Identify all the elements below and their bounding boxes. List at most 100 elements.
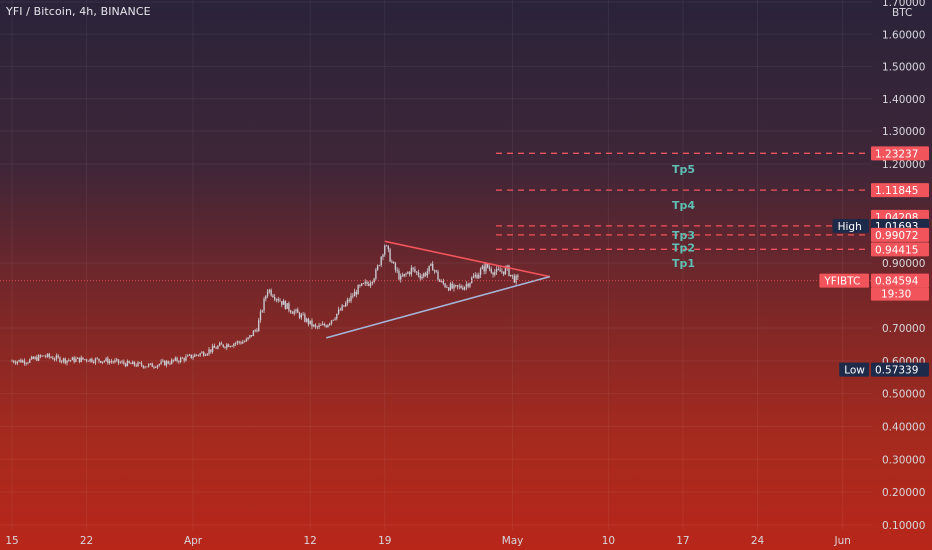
candle-body [348, 299, 350, 301]
candle-body [410, 267, 413, 275]
price-axis-label: 0.40000 [882, 422, 925, 434]
candle-body [181, 357, 184, 359]
candle-body [231, 345, 233, 347]
candle-body [87, 360, 90, 362]
price-axis-label: 0.50000 [882, 389, 925, 401]
candle-body [261, 310, 263, 312]
candle-body [329, 323, 331, 325]
price-tag-box[interactable] [871, 273, 929, 288]
candle-body [472, 276, 475, 278]
candle-body [369, 283, 372, 286]
candle-body [84, 359, 86, 361]
price-tag-prefix-box[interactable] [839, 362, 869, 377]
candle-body [492, 272, 494, 275]
candle-body [210, 349, 212, 352]
candle-body [108, 361, 111, 364]
price-axis-label: 0.70000 [882, 323, 925, 335]
price-tag-box[interactable] [871, 146, 929, 161]
candle-body [476, 274, 478, 279]
price-tag-prefix-box[interactable] [832, 218, 869, 233]
candle-body [194, 354, 196, 357]
candle-body [467, 284, 469, 287]
candle-body [375, 269, 377, 279]
candle-body [378, 265, 381, 266]
candle-body [366, 281, 368, 284]
candle-body [252, 330, 255, 337]
candle-body [428, 265, 430, 272]
candle-body [282, 300, 285, 305]
candle-body [36, 357, 38, 361]
candle-body [426, 271, 429, 276]
candle-body [288, 303, 290, 311]
candle-body [37, 355, 40, 361]
candle-body [330, 320, 333, 324]
candle-body [92, 361, 95, 363]
candle-body [513, 275, 516, 283]
candle-body [508, 265, 510, 276]
time-axis-label: 22 [80, 535, 93, 547]
candle-body [185, 356, 187, 361]
candle-body [236, 341, 239, 344]
candle-body [343, 305, 345, 307]
price-axis-label: 1.30000 [882, 126, 925, 138]
time-axis-label: May [502, 535, 524, 547]
price-tag-box[interactable] [871, 183, 929, 198]
candle-body [277, 299, 279, 301]
candle-body [499, 269, 501, 272]
price-tag-prefix-box[interactable] [819, 273, 869, 288]
candle-body [408, 272, 411, 275]
candle-body [57, 355, 59, 358]
candle-body [341, 305, 343, 311]
candle-body [371, 281, 374, 284]
candle-body [316, 326, 318, 328]
candle-body [114, 360, 116, 363]
time-axis-label: 12 [304, 535, 317, 547]
candle-body [270, 289, 272, 296]
candle-body [53, 359, 56, 361]
candle-body [494, 271, 496, 275]
triangle-lower-line[interactable] [325, 275, 551, 339]
candle-body [215, 347, 217, 349]
candle-body [18, 359, 20, 362]
price-tag-box[interactable] [871, 227, 929, 242]
candle-body [158, 364, 161, 366]
candle-body [29, 359, 31, 363]
candle-body [96, 358, 98, 360]
candle-body [501, 271, 503, 273]
candle-body [272, 295, 274, 298]
candle-body [62, 358, 65, 362]
candle-body [300, 314, 303, 318]
candle-body [195, 354, 198, 356]
candle-body [447, 287, 450, 291]
price-tag-box[interactable] [871, 242, 929, 257]
candle-body [151, 363, 153, 368]
candle-body [140, 363, 143, 366]
candle-body [495, 269, 498, 272]
candle-body [298, 312, 301, 318]
price-tag-prefix: Low [844, 365, 865, 377]
candle-body [373, 278, 375, 282]
candle-body [433, 270, 436, 272]
candle-body [163, 360, 166, 366]
candle-body [488, 267, 491, 270]
price-tag-value: 1.23237 [875, 148, 918, 160]
candle-body [293, 311, 295, 314]
candle-body [201, 352, 203, 354]
candle-body [281, 301, 283, 305]
candle-body [455, 285, 457, 286]
price-tag-value: 0.94415 [875, 244, 918, 256]
candle-body [123, 361, 125, 364]
candle-body [387, 245, 389, 250]
candle-body [61, 361, 63, 362]
candle-body [243, 341, 246, 343]
candle-body [414, 268, 416, 272]
countdown-box [871, 287, 929, 301]
price-tag-box[interactable] [871, 362, 929, 377]
candle-body [165, 361, 168, 366]
candle-body [284, 300, 287, 309]
candle-body [117, 359, 120, 363]
candle-body [350, 295, 352, 301]
triangle-upper-line[interactable] [384, 240, 550, 278]
candle-body [199, 353, 201, 356]
